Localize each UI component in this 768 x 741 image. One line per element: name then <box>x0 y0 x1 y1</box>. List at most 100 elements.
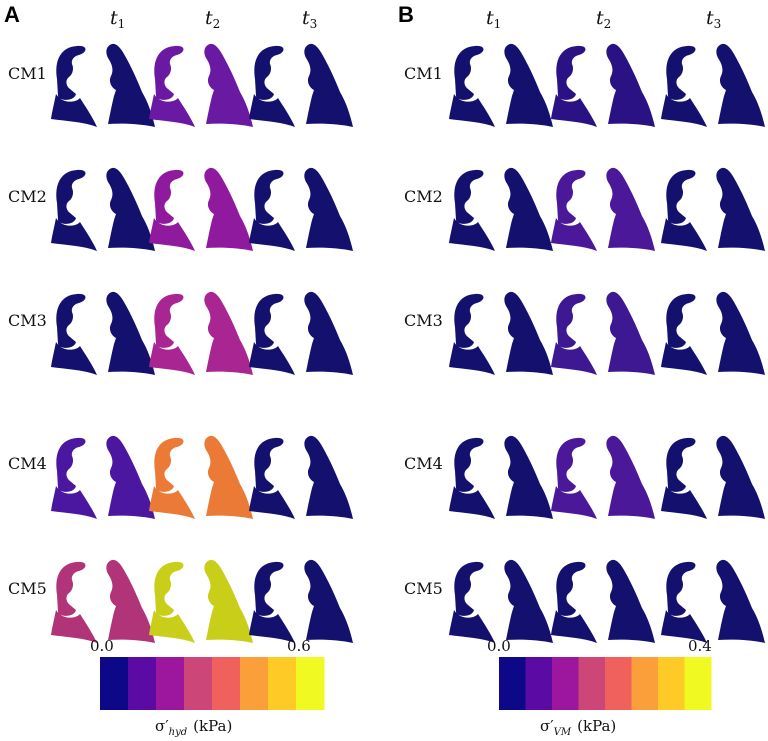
lung-pair-cm5-t2 <box>149 559 253 643</box>
lung-pair-cm4-t1 <box>449 435 553 519</box>
lung-pair-cm2-t3 <box>661 167 765 251</box>
right-lung <box>716 167 765 251</box>
right-lung <box>716 435 765 519</box>
colorbar-segment <box>212 657 241 710</box>
colorbar-a-title: σ′hyd (kPa) <box>155 717 232 738</box>
lung-pair-cm1-t3 <box>249 43 353 128</box>
colorbar-a <box>100 657 325 710</box>
row-label-b-cm4: CM4 <box>404 454 443 473</box>
row-label-b-cm2: CM2 <box>404 187 443 206</box>
lung-pair-cm3-t3 <box>249 291 353 375</box>
lung-pair-cm4-t2 <box>551 435 655 519</box>
right-lung <box>204 559 253 643</box>
left-lung <box>551 437 597 519</box>
panel-a-label: A <box>4 2 20 27</box>
lung-pair-cm3-t1 <box>449 291 553 375</box>
row-label-b-cm5: CM5 <box>404 579 443 598</box>
right-lung <box>304 43 353 127</box>
panel-b: B t1 t2 t3 CM1 CM2 CM3 CM4 CM5 0.0 0.4 σ… <box>398 2 765 738</box>
lung-pair-cm1-t2 <box>551 43 655 128</box>
left-lung <box>551 561 597 643</box>
left-lung <box>51 169 97 251</box>
colorbar-segment <box>605 657 632 710</box>
colorbar-segment <box>296 657 325 710</box>
lung-pair-cm2-t2 <box>149 167 253 251</box>
column-label-b-t2: t2 <box>596 7 611 31</box>
right-lung <box>106 435 155 519</box>
right-lung <box>606 167 655 251</box>
colorbar-segment <box>525 657 553 710</box>
colorbar-b <box>499 657 712 710</box>
right-lung <box>204 43 253 127</box>
left-lung <box>51 437 97 519</box>
column-label-t2: t2 <box>205 7 220 31</box>
colorbar-b-max-label: 0.4 <box>688 637 712 655</box>
left-lung <box>661 45 707 128</box>
lung-grid-b <box>449 43 765 643</box>
left-lung <box>449 293 495 375</box>
lung-grid-a <box>51 43 353 643</box>
left-lung <box>449 169 495 251</box>
right-lung <box>504 43 553 127</box>
colorbar-segment <box>268 657 297 710</box>
left-lung <box>51 45 97 128</box>
lung-pair-cm3-t2 <box>149 291 253 375</box>
left-lung <box>249 293 295 375</box>
left-lung <box>551 169 597 251</box>
right-lung <box>606 435 655 519</box>
lung-pair-cm3-t3 <box>661 291 765 375</box>
lung-pair-cm5-t3 <box>661 559 765 643</box>
colorbar-segment <box>240 657 269 710</box>
panel-a: A t1 t2 t3 CM1 CM2 CM3 CM4 CM5 0.0 0.6 σ… <box>4 2 353 738</box>
lung-pair-cm4-t1 <box>51 435 155 519</box>
left-lung <box>149 45 195 128</box>
lung-pair-cm1-t2 <box>149 43 253 128</box>
lung-pair-cm1-t3 <box>661 43 765 128</box>
right-lung <box>204 167 253 251</box>
lung-pair-cm2-t1 <box>449 167 553 251</box>
colorbar-segment <box>578 657 606 710</box>
row-label-b-cm1: CM1 <box>404 64 443 83</box>
colorbar-segment <box>658 657 685 710</box>
lung-pair-cm3-t1 <box>51 291 155 375</box>
column-label-t3: t3 <box>302 7 317 31</box>
right-lung <box>606 43 655 127</box>
row-label-cm3: CM3 <box>8 311 47 330</box>
right-lung <box>606 291 655 375</box>
panel-b-label: B <box>398 2 414 27</box>
left-lung <box>149 169 195 251</box>
left-lung <box>149 293 195 375</box>
right-lung <box>716 291 765 375</box>
colorbar-segment <box>552 657 579 710</box>
right-lung <box>504 435 553 519</box>
column-label-b-t3: t3 <box>706 7 721 31</box>
colorbar-b-title: σ′VM (kPa) <box>540 717 616 738</box>
left-lung <box>661 561 707 643</box>
row-label-cm4: CM4 <box>8 454 47 473</box>
colorbar-b-min-label: 0.0 <box>487 637 511 655</box>
column-label-t1: t1 <box>110 7 125 31</box>
colorbar-segment <box>499 657 526 710</box>
right-lung <box>606 559 655 643</box>
colorbar-segment <box>631 657 659 710</box>
lung-pair-cm5-t3 <box>249 559 353 643</box>
left-lung <box>249 437 295 519</box>
lung-pair-cm5-t2 <box>551 559 655 643</box>
right-lung <box>304 167 353 251</box>
lung-pair-cm5-t1 <box>449 559 553 643</box>
colorbar-a-max-label: 0.6 <box>287 637 311 655</box>
lung-pair-cm2-t2 <box>551 167 655 251</box>
right-lung <box>504 559 553 643</box>
left-lung <box>51 561 97 643</box>
right-lung <box>304 435 353 519</box>
lung-pair-cm3-t2 <box>551 291 655 375</box>
left-lung <box>661 437 707 519</box>
row-label-cm2: CM2 <box>8 187 47 206</box>
lung-pair-cm4-t3 <box>661 435 765 519</box>
lung-pair-cm4-t2 <box>149 435 253 519</box>
left-lung <box>449 437 495 519</box>
colorbar-segment <box>156 657 185 710</box>
left-lung <box>661 293 707 375</box>
colorbar-segment <box>100 657 129 710</box>
